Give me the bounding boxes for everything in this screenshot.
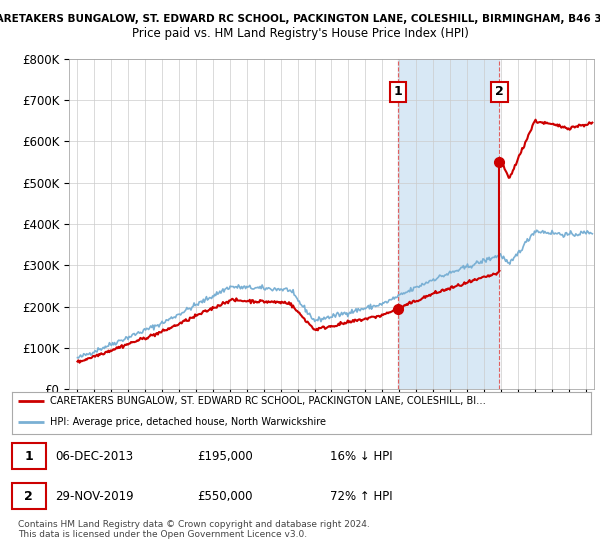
Text: 06-DEC-2013: 06-DEC-2013 (55, 450, 134, 463)
Text: CARETAKERS BUNGALOW, ST. EDWARD RC SCHOOL, PACKINGTON LANE, COLESHILL, BIRMINGHA: CARETAKERS BUNGALOW, ST. EDWARD RC SCHOO… (0, 14, 600, 24)
Text: Contains HM Land Registry data © Crown copyright and database right 2024.
This d: Contains HM Land Registry data © Crown c… (18, 520, 370, 539)
Text: Price paid vs. HM Land Registry's House Price Index (HPI): Price paid vs. HM Land Registry's House … (131, 27, 469, 40)
Text: 1: 1 (394, 85, 402, 99)
Text: 29-NOV-2019: 29-NOV-2019 (55, 490, 134, 503)
Text: £195,000: £195,000 (197, 450, 253, 463)
Text: £550,000: £550,000 (197, 490, 253, 503)
Text: 1: 1 (25, 450, 33, 463)
FancyBboxPatch shape (12, 444, 46, 469)
Text: 72% ↑ HPI: 72% ↑ HPI (331, 490, 393, 503)
Bar (398, 59, 499, 389)
Text: 2: 2 (25, 490, 33, 503)
FancyBboxPatch shape (12, 483, 46, 509)
Text: CARETAKERS BUNGALOW, ST. EDWARD RC SCHOOL, PACKINGTON LANE, COLESHILL, BI…: CARETAKERS BUNGALOW, ST. EDWARD RC SCHOO… (50, 396, 485, 406)
Text: HPI: Average price, detached house, North Warwickshire: HPI: Average price, detached house, Nort… (50, 417, 326, 427)
Text: 2: 2 (495, 85, 504, 99)
Text: 16% ↓ HPI: 16% ↓ HPI (331, 450, 393, 463)
